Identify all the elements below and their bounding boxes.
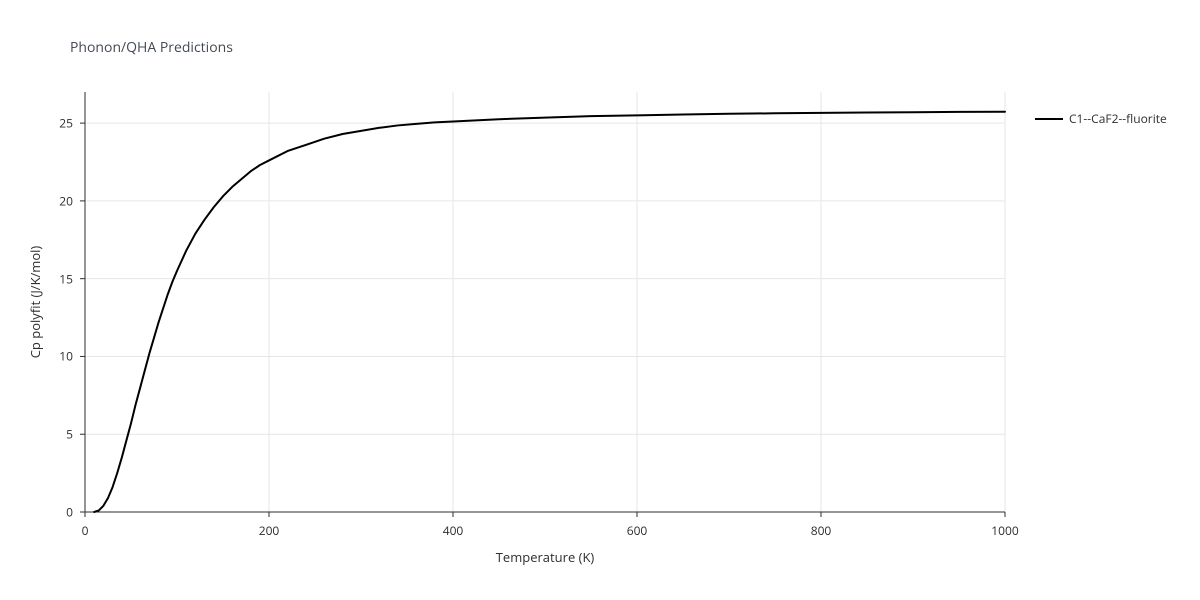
legend-item: C1--CaF2--fluorite — [1035, 110, 1167, 127]
legend: C1--CaF2--fluorite — [1035, 110, 1167, 127]
x-axis-label: Temperature (K) — [496, 548, 595, 566]
chart-title: Phonon/QHA Predictions — [70, 38, 233, 57]
plot-area — [85, 92, 1007, 514]
y-tick-label: 15 — [59, 270, 73, 287]
y-axis-label: Cp polyfit (J/K/mol) — [26, 246, 44, 359]
x-tick-label: 800 — [811, 522, 832, 539]
x-tick-label: 400 — [443, 522, 464, 539]
y-tick-label: 0 — [66, 504, 73, 521]
legend-swatch — [1035, 118, 1063, 120]
y-tick-label: 25 — [59, 115, 73, 132]
x-tick-label: 600 — [627, 522, 648, 539]
y-tick-label: 5 — [66, 426, 73, 443]
y-tick-label: 10 — [59, 348, 73, 365]
y-tick-label: 20 — [59, 192, 73, 209]
chart-container: { "chart": { "type": "line", "title": "P… — [0, 0, 1200, 600]
legend-label: C1--CaF2--fluorite — [1069, 110, 1167, 127]
x-tick-label: 200 — [259, 522, 280, 539]
x-tick-label: 1000 — [991, 522, 1018, 539]
x-tick-label: 0 — [82, 522, 89, 539]
